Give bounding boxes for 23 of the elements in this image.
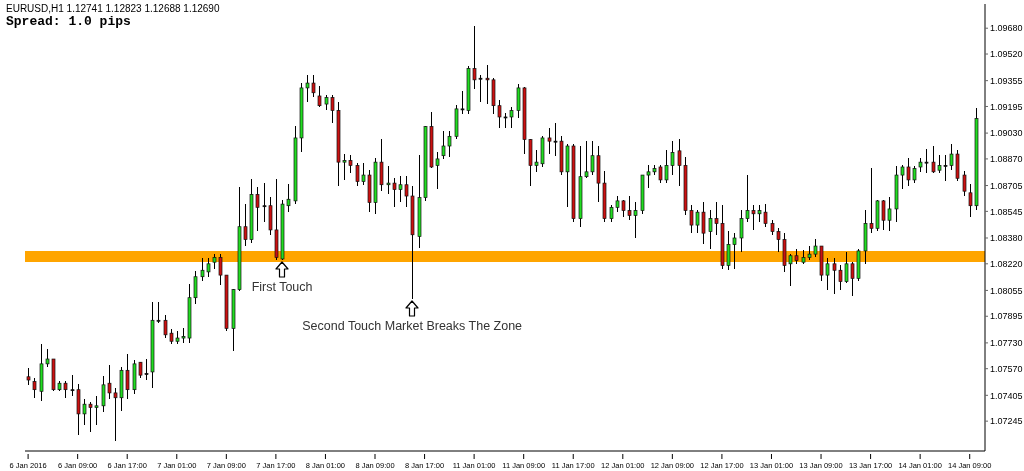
annotation: Second Touch Market Breaks The Zone — [301, 318, 524, 333]
y-tick-label: 1.07405 — [990, 390, 1023, 401]
y-tick-label: 1.07895 — [990, 311, 1023, 322]
y-tick-label: 1.07570 — [990, 363, 1023, 374]
chart-title: EURUSD,H1 1.12741 1.12823 1.12688 1.12690 — [6, 3, 220, 14]
y-tick-label: 1.09030 — [990, 128, 1023, 139]
y-tick-label: 1.07245 — [990, 416, 1023, 427]
candlestick — [317, 85, 322, 107]
y-tick-label: 1.09195 — [990, 101, 1023, 112]
y-tick-label: 1.09520 — [990, 49, 1023, 60]
y-tick-label: 1.08055 — [990, 285, 1023, 296]
text: Spread: 1.0 pips — [6, 14, 131, 29]
y-tick-label: 1.07730 — [990, 338, 1023, 349]
y-tick-label: 1.08380 — [990, 233, 1023, 244]
y-tick-label: 1.08545 — [990, 206, 1023, 217]
annotation: First Touch — [250, 279, 314, 294]
y-tick-label: 1.08220 — [990, 259, 1023, 269]
y-tick-label: 1.08705 — [990, 180, 1023, 191]
y-tick-label: 1.09355 — [990, 75, 1023, 86]
y-tick-label: 1.08870 — [990, 154, 1023, 165]
candlestick — [962, 170, 967, 196]
candlestick — [32, 377, 37, 398]
y-tick-label: 1.09680 — [990, 23, 1023, 34]
